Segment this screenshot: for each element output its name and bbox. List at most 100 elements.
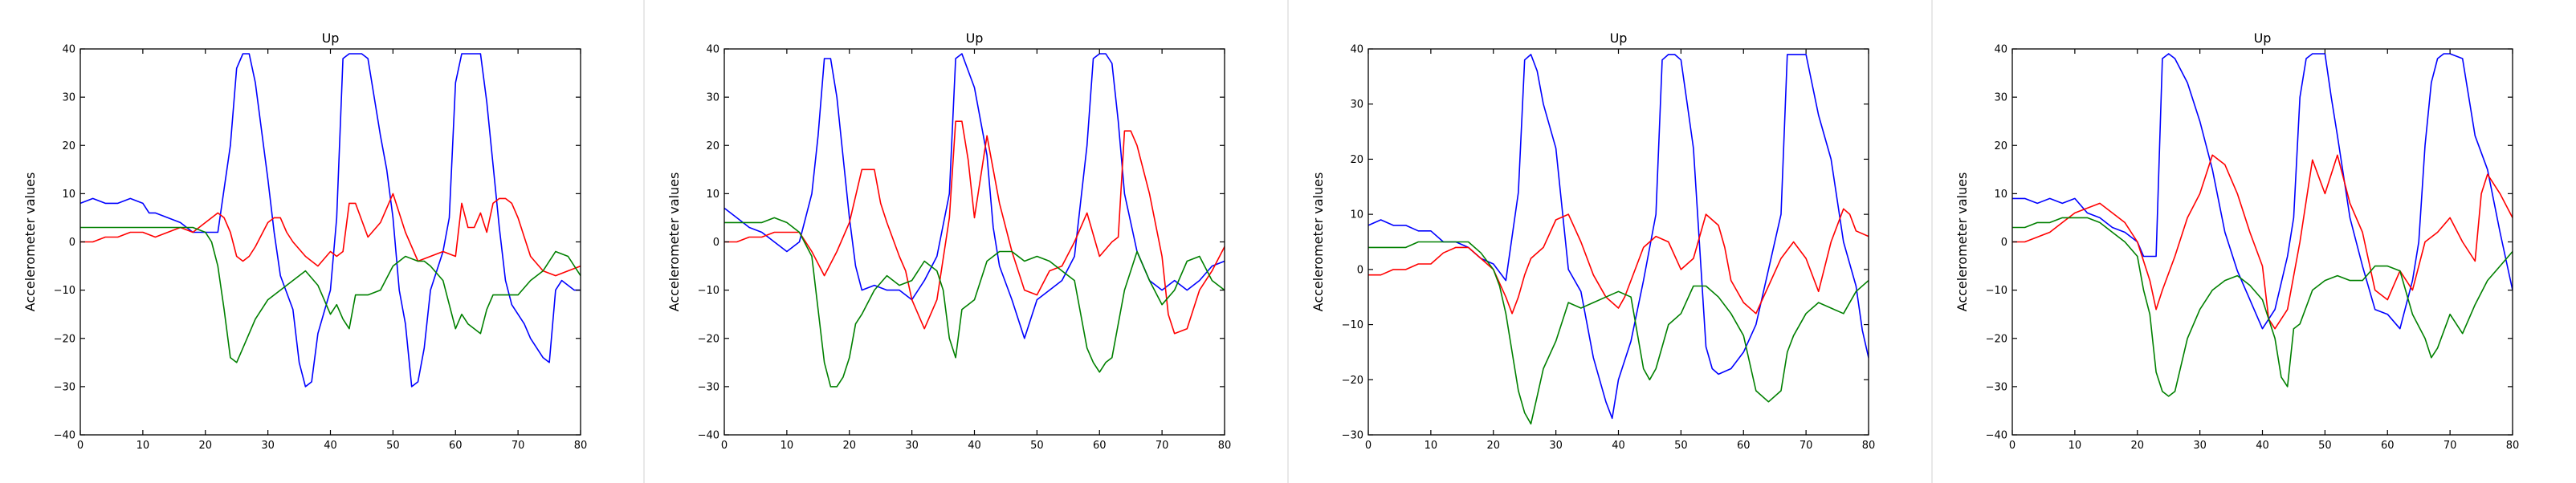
y-tick-label: −20 [54, 333, 75, 345]
y-tick-label: −20 [1342, 375, 1363, 387]
x-tick-label: 10 [2069, 440, 2082, 452]
y-tick-label: −10 [698, 285, 719, 297]
y-tick-label: −40 [54, 430, 75, 442]
x-tick-label: 30 [1549, 440, 1563, 452]
chart-title: Up [966, 30, 984, 46]
plot-frame [2011, 48, 2513, 436]
y-tick-label: 0 [713, 237, 719, 249]
x-tick-label: 60 [1093, 440, 1107, 452]
x-tick-label: 10 [137, 440, 150, 452]
series-line-green [1368, 241, 1869, 425]
series-line-blue [1368, 54, 1869, 420]
y-tick-label: 10 [706, 189, 719, 201]
chart-title: Up [1610, 30, 1628, 46]
series-group [724, 53, 1225, 388]
x-tick-label: 80 [1218, 440, 1232, 452]
x-tick-label: 60 [1737, 440, 1751, 452]
x-tick-label: 70 [512, 440, 525, 452]
x-tick-label: 70 [1156, 440, 1169, 452]
y-tick-label: 0 [69, 237, 75, 249]
y-tick-label: 30 [706, 92, 719, 104]
x-tick-label: 50 [1674, 440, 1688, 452]
x-tick-label: 20 [842, 440, 856, 452]
y-tick-label: −40 [1986, 430, 2007, 442]
y-tick-label: −10 [1342, 319, 1363, 331]
x-tick-label: 40 [2256, 440, 2269, 452]
series-group [2012, 53, 2513, 397]
x-tick-label: 30 [2193, 440, 2207, 452]
chart-panel-3: Up Accelerometer values 0 10 20 30 40 50 60 70 80 4… [1287, 0, 1876, 483]
series-line-red [724, 120, 1225, 335]
y-tick-label: 40 [1350, 44, 1363, 56]
x-tick-label: 80 [574, 440, 588, 452]
x-tick-label: 30 [261, 440, 275, 452]
series-line-red [2012, 154, 2513, 330]
y-tick-label: −20 [698, 333, 719, 345]
series-line-green [80, 226, 581, 363]
y-tick-label: 0 [1357, 264, 1363, 276]
y-axis-label: Accelerometer values [22, 172, 38, 312]
x-tick-label: 70 [2444, 440, 2457, 452]
y-tick-label: 10 [1994, 189, 2007, 201]
y-tick-label: 40 [1994, 44, 2007, 56]
x-tick-label: 50 [386, 440, 400, 452]
y-tick-label: 20 [62, 140, 75, 152]
x-tick-label: 40 [968, 440, 981, 452]
y-tick-label: 20 [706, 140, 719, 152]
x-tick-label: 40 [324, 440, 337, 452]
series-group [1368, 54, 1869, 425]
y-tick-label: −10 [54, 285, 75, 297]
series-line-green [2012, 217, 2513, 397]
series-line-red [80, 193, 581, 277]
y-axis-label: Accelerometer values [1954, 172, 1970, 312]
y-tick-label: 30 [1994, 92, 2007, 104]
series-line-red [1368, 208, 1869, 315]
x-tick-label: 20 [198, 440, 212, 452]
x-tick-label: 0 [2009, 440, 2016, 452]
x-tick-label: 80 [1862, 440, 1876, 452]
y-tick-label: −20 [1986, 333, 2007, 345]
x-tick-label: 0 [721, 440, 728, 452]
series-line-green [724, 217, 1225, 388]
series-line-blue [724, 53, 1225, 339]
chart-panel-1: Up Accelerometer values 0 10 20 30 40 50 60 70 80 4… [22, 30, 587, 452]
x-tick-label: 20 [2130, 440, 2144, 452]
y-tick-label: 40 [62, 44, 75, 56]
x-tick-label: 10 [1425, 440, 1438, 452]
x-tick-label: 40 [1612, 440, 1625, 452]
x-tick-label: 50 [2318, 440, 2332, 452]
y-tick-label: −30 [1986, 381, 2007, 393]
x-tick-label: 0 [77, 440, 84, 452]
y-tick-label: −30 [698, 381, 719, 393]
x-tick-label: 60 [449, 440, 463, 452]
y-tick-label: 30 [1350, 99, 1363, 111]
series-group [80, 53, 581, 388]
y-tick-label: 20 [1994, 140, 2007, 152]
y-tick-label: 10 [62, 189, 75, 201]
chart-title: Up [322, 30, 340, 46]
y-tick-label: 30 [62, 92, 75, 104]
y-axis-label: Accelerometer values [1310, 172, 1326, 312]
series-line-blue [2012, 53, 2513, 330]
y-tick-label: −30 [54, 381, 75, 393]
y-tick-label: 40 [706, 44, 719, 56]
x-tick-label: 30 [905, 440, 919, 452]
plot-frame [79, 48, 581, 436]
y-tick-label: −10 [1986, 285, 2007, 297]
x-tick-label: 60 [2381, 440, 2395, 452]
x-tick-label: 70 [1800, 440, 1813, 452]
x-tick-label: 20 [1486, 440, 1500, 452]
series-line-blue [80, 53, 581, 388]
chart-panel-4: Up Accelerometer values 0 10 20 30 40 50 60 70 80 4… [1931, 0, 2520, 483]
y-tick-label: 20 [1350, 154, 1363, 166]
chart-panel-2: Up Accelerometer values 0 10 20 30 40 50 60 70 80 4… [643, 0, 1232, 483]
y-tick-label: −30 [1342, 430, 1363, 442]
y-axis-label: Accelerometer values [666, 172, 682, 312]
y-tick-label: 10 [1350, 209, 1363, 221]
x-tick-label: 80 [2506, 440, 2520, 452]
x-tick-label: 0 [1365, 440, 1372, 452]
y-tick-label: −40 [698, 430, 719, 442]
x-tick-label: 10 [781, 440, 794, 452]
